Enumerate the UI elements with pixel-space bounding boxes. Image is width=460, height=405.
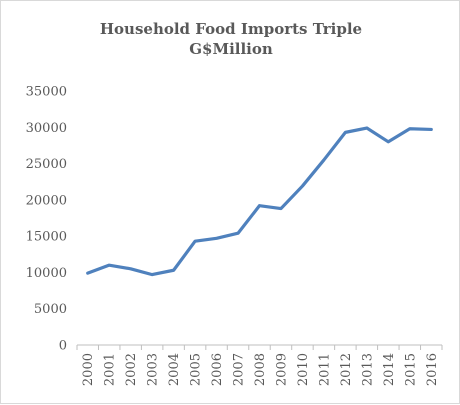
x-tick-label: 2008 (253, 353, 268, 386)
x-tick-label: 2016 (425, 353, 440, 386)
x-tick-label: 2009 (274, 353, 289, 386)
chart-title: Household Food Imports Triple (99, 20, 363, 38)
x-tick-label: 2006 (210, 353, 225, 386)
y-tick-label: 20000 (26, 193, 67, 208)
y-tick-label: 30000 (26, 121, 67, 136)
series-line (86, 126, 433, 277)
y-tick-label: 5000 (34, 302, 67, 317)
y-tick-label: 25000 (26, 157, 67, 172)
x-tick-label: 2010 (296, 353, 311, 386)
x-tick-label: 2004 (167, 353, 182, 386)
y-tick-label: 0 (59, 339, 67, 354)
y-tick-label: 10000 (26, 266, 67, 281)
chart-title-block: Household Food Imports Triple G$Million (1, 19, 460, 59)
y-tick-label: 35000 (26, 85, 67, 100)
x-tick-label: 2015 (403, 353, 418, 386)
x-tick-label: 2014 (382, 353, 397, 386)
x-tick-label: 2001 (103, 353, 118, 386)
chart-subtitle: G$Million (189, 40, 273, 58)
x-tick-label: 2012 (339, 353, 354, 386)
x-tick-label: 2007 (232, 353, 247, 386)
x-tick-label: 2000 (81, 353, 96, 386)
y-tick-label: 15000 (26, 230, 67, 245)
x-axis: 2000 2001 2002 2003 2004 2005 2006 2007 2008 2009… (76, 344, 443, 386)
x-tick-label: 2005 (189, 353, 204, 386)
x-tick-label: 2003 (146, 353, 161, 386)
series-group (86, 126, 433, 277)
x-tick-label: 2013 (360, 353, 375, 386)
y-axis: 0 5000 10000 15000 20000 25000 30000 35000 (26, 85, 67, 354)
x-tick-label: 2011 (317, 353, 332, 386)
x-tick-label: 2002 (124, 353, 139, 386)
